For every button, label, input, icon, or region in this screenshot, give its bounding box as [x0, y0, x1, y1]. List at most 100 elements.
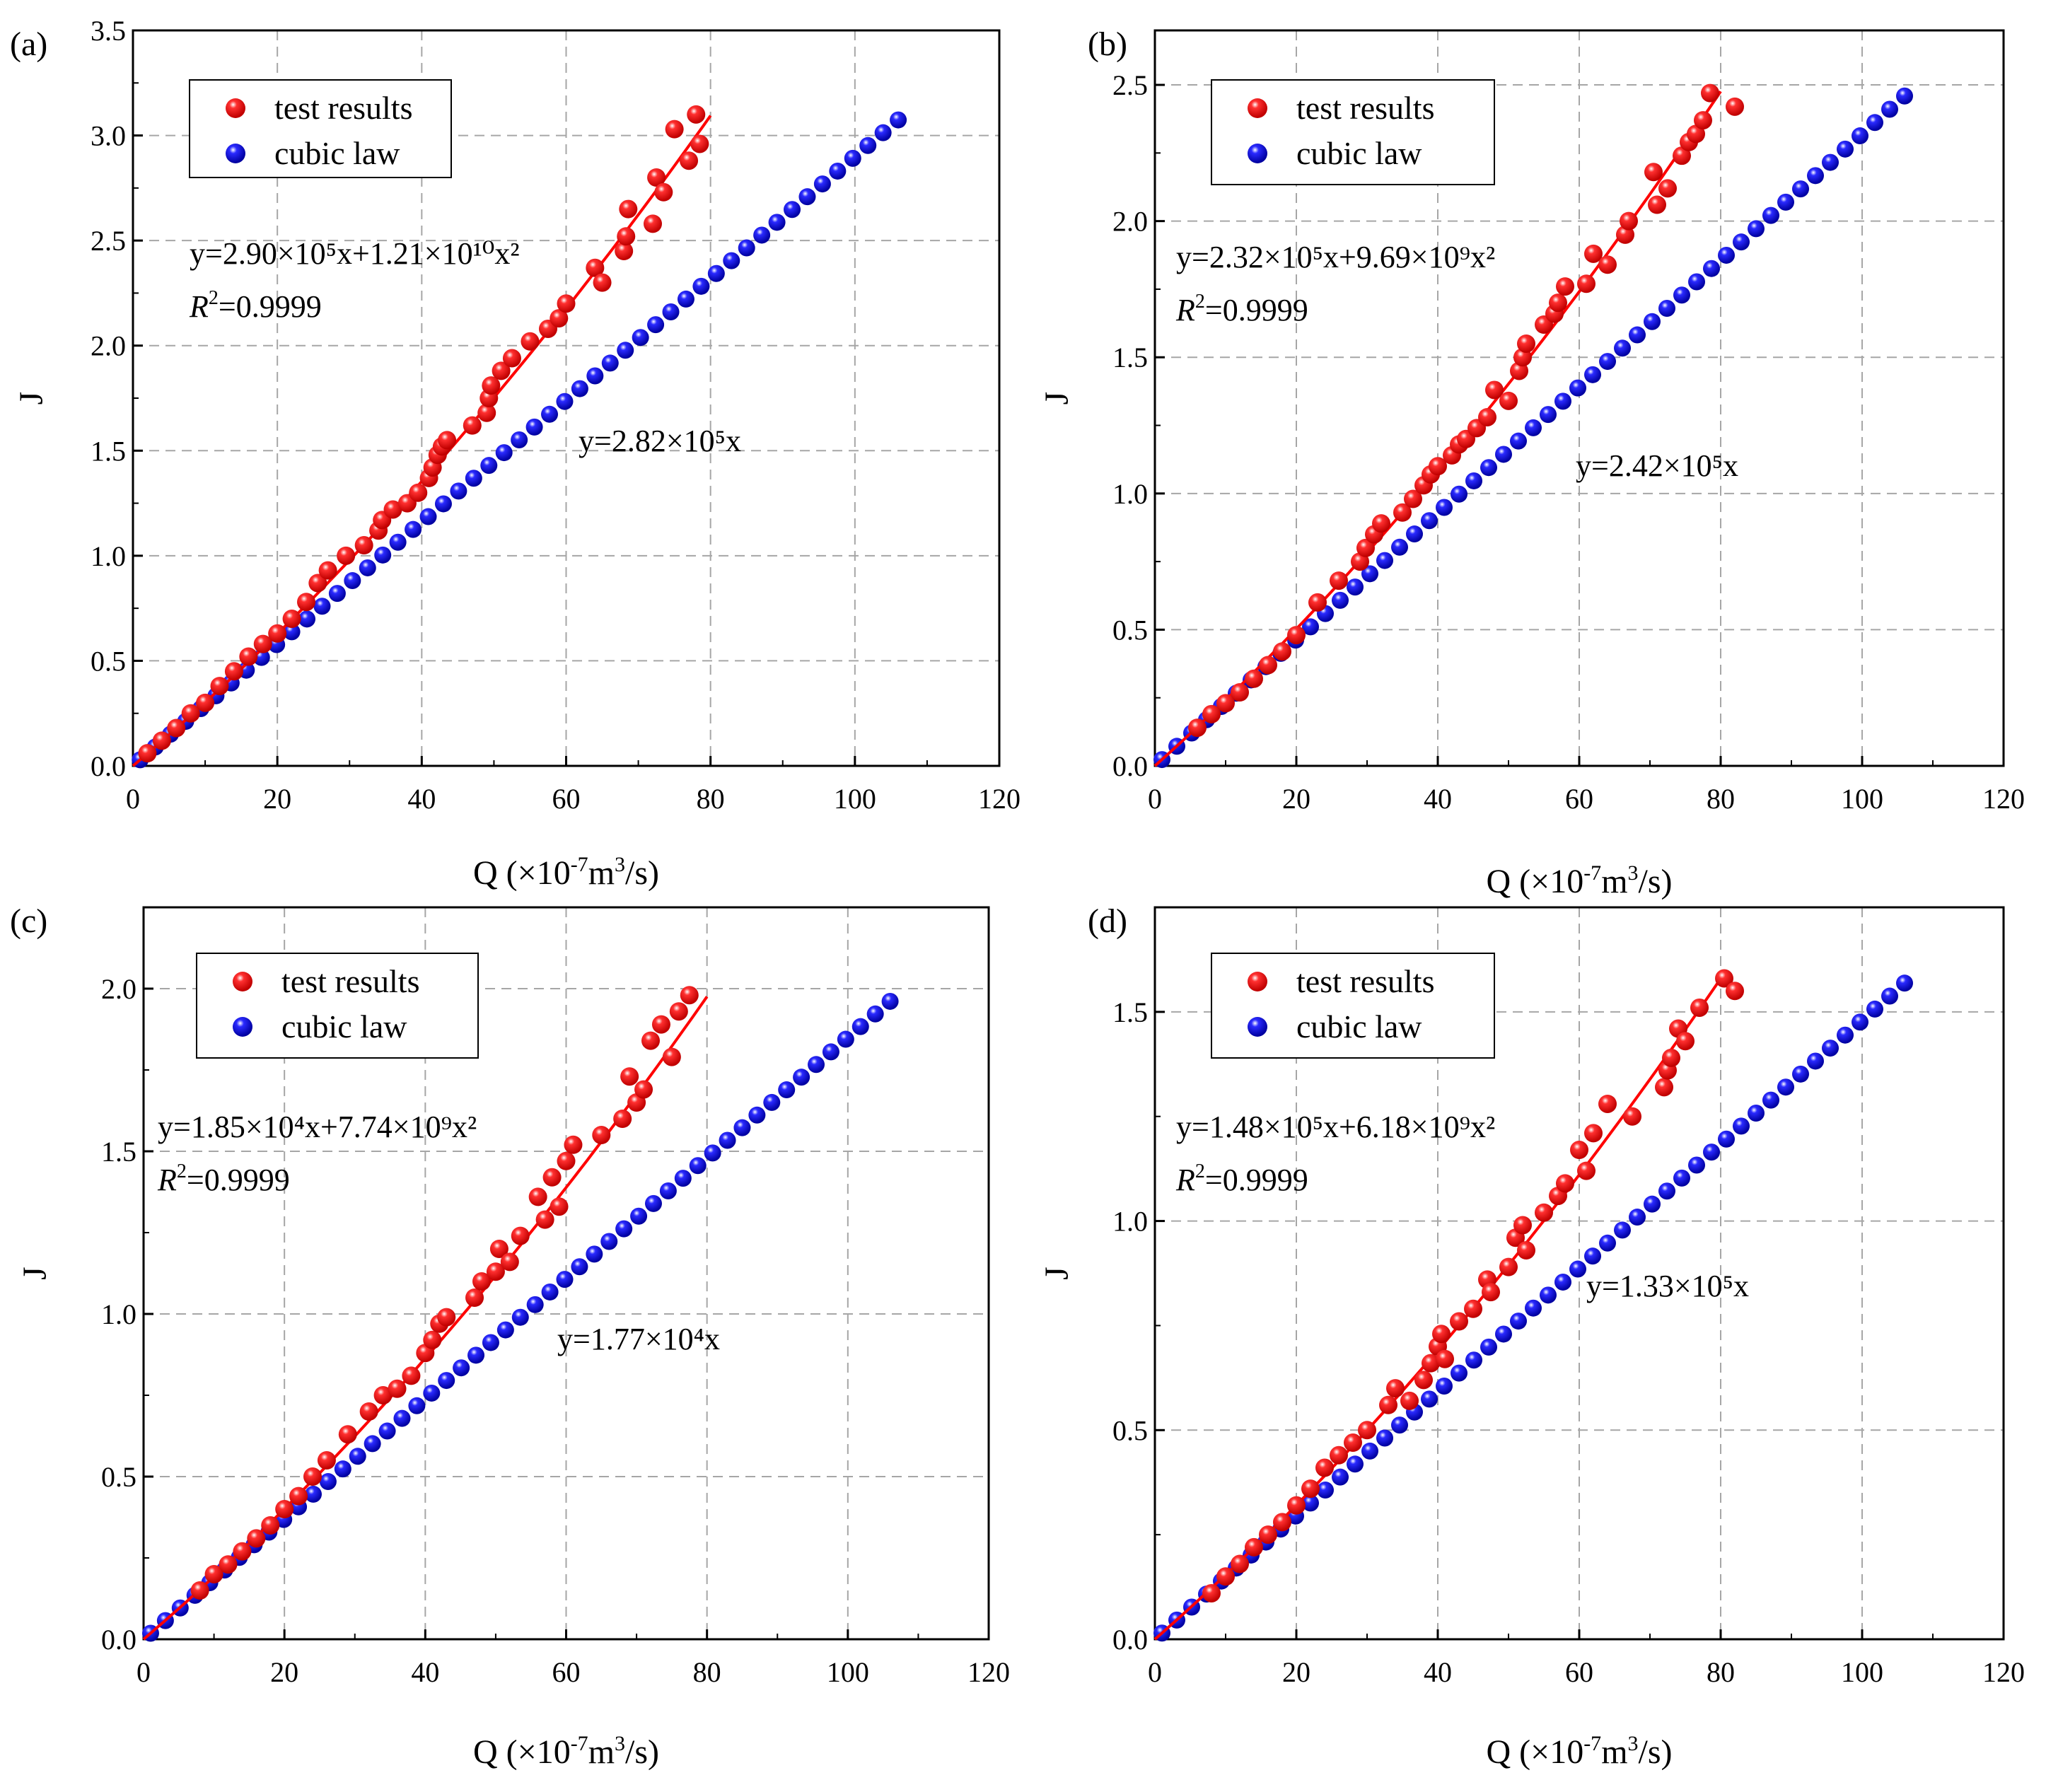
panel-4-cubic-point [1332, 1468, 1349, 1486]
panel-1-test-point [167, 718, 186, 738]
panel-1-cubic-point [556, 392, 574, 410]
panel-2-test-point [1330, 571, 1348, 590]
panel-2-xtick-label: 0 [1148, 783, 1162, 815]
panel-2-legend-marker-cubic [1248, 144, 1267, 163]
panel-3-test-point [564, 1135, 583, 1154]
panel-3-legend-label-cubic: cubic law [281, 1008, 407, 1045]
panel-4-cubic-point [1480, 1338, 1497, 1356]
panel-2-cubic-point [1510, 432, 1527, 450]
panel-4-test-point [1556, 1174, 1574, 1193]
panel-3-test-point [472, 1272, 491, 1291]
panel-3-cubic-point [689, 1157, 707, 1175]
panel-4-test-point [1273, 1513, 1291, 1532]
panel-4-cubic-point [1347, 1455, 1364, 1473]
panel-4-y-axis-title: J [1038, 1267, 1076, 1280]
panel-4-test-point [1216, 1567, 1235, 1586]
panel-3-cubic-point [364, 1435, 381, 1453]
panel-2-cubic-point [1614, 339, 1631, 357]
panel-2-test-point [1216, 694, 1235, 713]
panel-1-fit-equation: y=2.90×10⁵x+1.21×10¹⁰x² [190, 236, 520, 271]
panel-1-test-point [308, 574, 327, 593]
panel-3-test-point [437, 1308, 456, 1327]
panel-2-cubic-point [1629, 326, 1646, 344]
panel-1-cubic-point [784, 201, 801, 219]
panel-3-xtick-label: 100 [827, 1656, 869, 1688]
panel-2-cubic-point [1733, 233, 1750, 251]
panel-4-test-point [1577, 1161, 1595, 1180]
panel-2-xtick-label: 40 [1424, 783, 1452, 815]
panel-1-xtick-label: 40 [407, 783, 436, 815]
panel-3-test-point [641, 1031, 660, 1050]
panel-2-test-point [1598, 255, 1617, 274]
panel-1-test-point [196, 693, 215, 712]
panel-4-cubic-point [1896, 974, 1913, 992]
panel-2-x-title-part: /s) [1639, 863, 1673, 900]
panel-3-cubic-point [467, 1346, 485, 1364]
panel-3-fit-equation: y=1.85×10⁴x+7.74×10⁹x² [158, 1110, 477, 1144]
panel-3-test-point [190, 1581, 209, 1600]
panel-1-cubic-point [647, 316, 665, 334]
panel-3-cubic-point [586, 1245, 603, 1263]
panel-3-ytick-label: 1.0 [101, 1298, 136, 1330]
panel-4-test-point [1315, 1458, 1334, 1477]
panel-4-ytick-label: 1.5 [1112, 996, 1148, 1028]
panel-3-cubic-point [511, 1308, 529, 1326]
panel-3-xtick-label: 20 [270, 1656, 298, 1688]
panel-4-cubic-point [1317, 1482, 1334, 1499]
panel-1-cubic-point [632, 329, 649, 347]
panel-3-r-squared-exp: 2 [177, 1160, 187, 1182]
panel-2-cubic-point [1852, 127, 1868, 145]
panel-3-cubic-point [319, 1473, 337, 1491]
panel-3-axes: 0 20 40 60 80 100 120 0.0 0.5 1.0 1.5 2.0 [101, 973, 1010, 1688]
panel-4-legend-label-cubic: cubic law [1296, 1008, 1422, 1045]
panel-2: 0 20 40 60 80 100 120 0.0 0.5 1.0 1.5 2.0 2.5 Q (×10-… [1038, 25, 2025, 900]
panel-4-xtick-label: 0 [1148, 1656, 1162, 1688]
panel-3-label: (c) [10, 902, 47, 940]
panel-4-test-point [1287, 1496, 1306, 1515]
panel-3-x-title-part: Q (×10 [473, 1733, 571, 1771]
panel-2-series-test-results [1188, 83, 1744, 738]
panel-3-test-point [247, 1529, 266, 1548]
panel-2-test-point [1726, 97, 1744, 116]
panel-1-test-point [619, 199, 638, 219]
panel-4-test-point [1623, 1107, 1641, 1126]
panel-1-test-point [239, 647, 258, 666]
panel-1-xtick-label: 20 [263, 783, 291, 815]
panel-2-test-point [1308, 593, 1327, 612]
panel-4-cubic-point [1436, 1377, 1453, 1395]
panel-2-cubic-point [1866, 114, 1883, 132]
panel-2-test-point [1372, 514, 1390, 533]
panel-2-cubic-point [1332, 591, 1349, 609]
panel-4-cubic-point [1748, 1104, 1765, 1122]
panel-1-xtick-label: 120 [978, 783, 1021, 815]
panel-4-linear-equation: y=1.33×10⁵x [1586, 1269, 1749, 1303]
panel-2-test-point [1517, 334, 1535, 353]
panel-4-label: (d) [1088, 902, 1127, 940]
panel-3-cubic-point [378, 1422, 396, 1440]
panel-4-test-point [1464, 1299, 1482, 1318]
panel-3-cubic-point [615, 1220, 633, 1238]
panel-3-cubic-point [541, 1283, 559, 1301]
panel-4-xtick-label: 40 [1424, 1656, 1452, 1688]
panel-4-cubic-point [1762, 1091, 1779, 1109]
panel-4-test-point [1655, 1078, 1673, 1097]
panel-1-cubic-point [374, 546, 392, 564]
panel-2-test-point [1584, 244, 1603, 263]
panel-3-test-point [373, 1386, 393, 1404]
panel-1-test-point [438, 431, 457, 450]
panel-1-x-title-part: -7 [571, 853, 588, 876]
panel-1-test-point [680, 151, 699, 170]
panel-1-ytick-label: 2.5 [91, 225, 126, 257]
panel-4-cubic-point [1495, 1325, 1512, 1343]
panel-2-cubic-point [1391, 538, 1408, 556]
panel-1-xtick-label: 60 [552, 783, 581, 815]
panel-2-xtick-label: 20 [1282, 783, 1310, 815]
panel-1-xtick-label: 0 [126, 783, 140, 815]
panel-1-cubic-point [344, 572, 361, 590]
panel-4-test-point [1358, 1421, 1376, 1440]
panel-2-test-point [1701, 83, 1719, 103]
panel-2-cubic-point [1361, 565, 1378, 583]
panel-4-test-point [1513, 1216, 1532, 1235]
panel-4-cubic-point [1866, 1000, 1883, 1018]
panel-1-r-squared: R2=0.9999 [189, 287, 322, 324]
